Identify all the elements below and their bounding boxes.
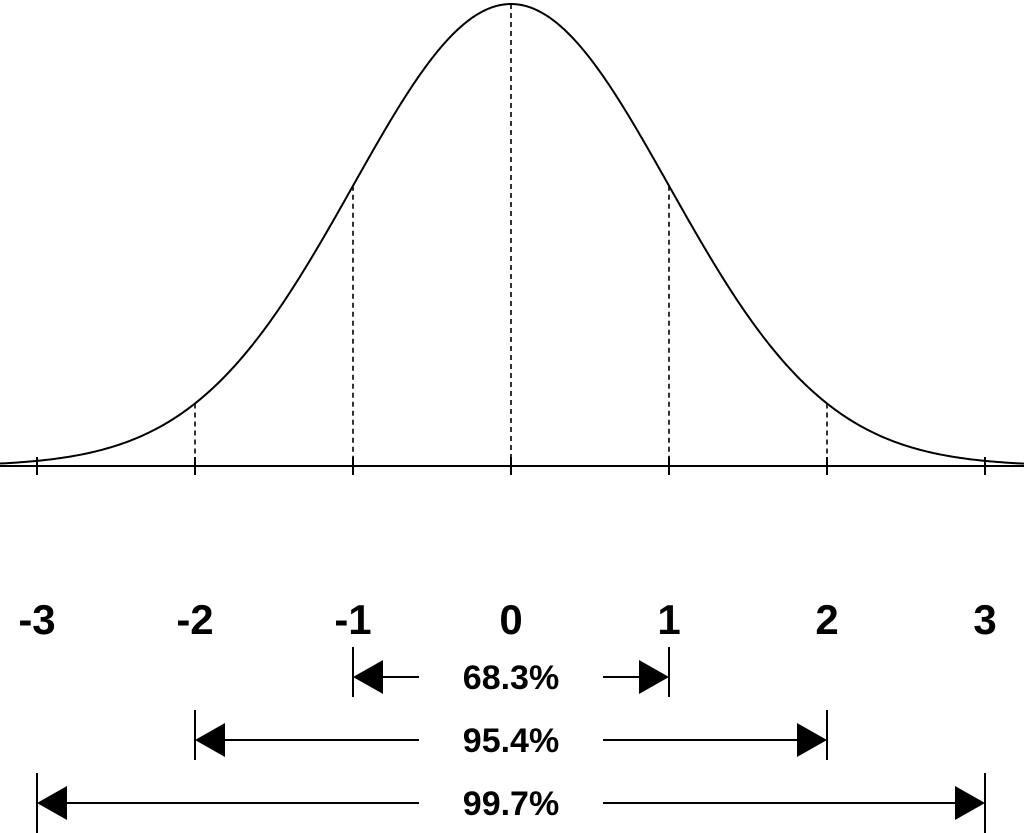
- dashed-guides: [194, 4, 828, 466]
- arrow-left-icon: [37, 786, 67, 820]
- tick-label-0: 0: [499, 596, 522, 643]
- tick-labels: -3 -2 -1 0 1 2 3: [18, 596, 996, 643]
- range-labels: 68.3% 95.4% 99.7%: [463, 659, 559, 823]
- tick-label-3: 3: [973, 596, 996, 643]
- range-label-2sd: 95.4%: [463, 722, 559, 760]
- tick-label-1: 1: [657, 596, 680, 643]
- range-label-1sd: 68.3%: [463, 659, 559, 697]
- arrow-left-icon: [195, 723, 225, 757]
- range-label-3sd: 99.7%: [463, 785, 559, 823]
- tick-label-2: 2: [815, 596, 838, 643]
- arrow-right-icon: [797, 723, 827, 757]
- range-brackets: [36, 647, 986, 833]
- bell-curve: [0, 3, 1024, 465]
- axis-ticks: [36, 457, 986, 475]
- tick-label-neg2: -2: [176, 596, 213, 643]
- tick-label-neg1: -1: [334, 596, 371, 643]
- arrow-right-icon: [955, 786, 985, 820]
- tick-label-neg3: -3: [18, 596, 55, 643]
- arrow-right-icon: [639, 660, 669, 694]
- arrow-left-icon: [353, 660, 383, 694]
